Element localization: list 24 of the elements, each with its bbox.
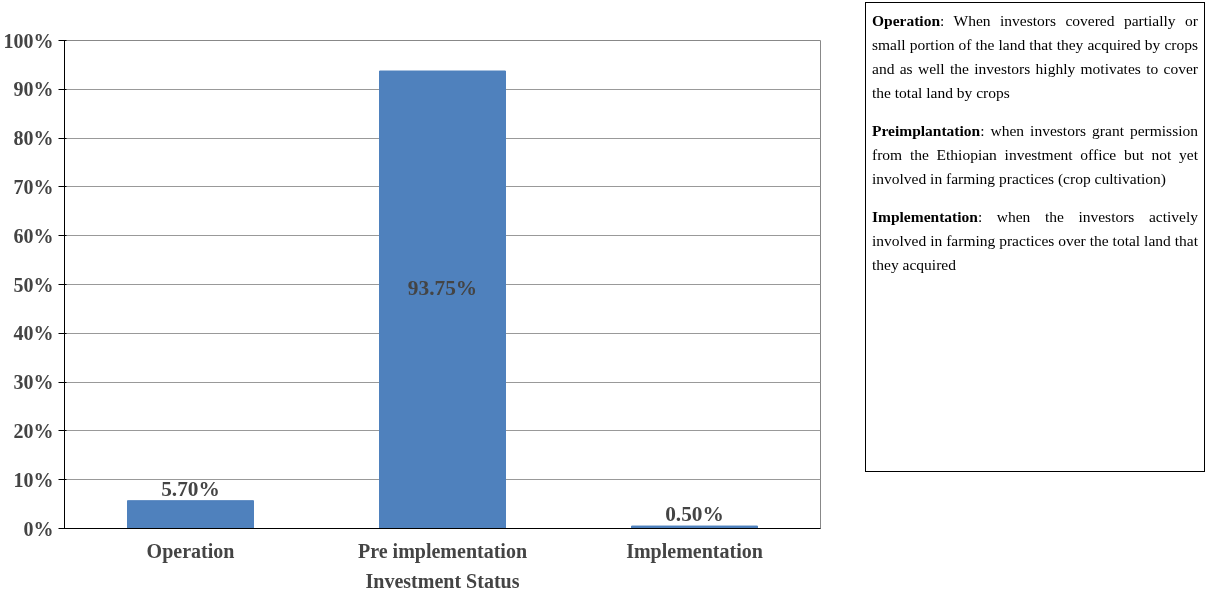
y-tick-label: 20%	[13, 419, 54, 442]
text: Implementation: when the investors actively involved in farming practices over the total land that they acquired	[872, 207, 1198, 276]
y-tick-label: 50%	[13, 273, 54, 296]
data-label: 5.70%	[161, 476, 220, 501]
y-tick-label: 0%	[23, 517, 54, 540]
y-tick-label: 70%	[13, 175, 54, 198]
data-label: 93.75%	[407, 275, 478, 300]
text: Operation: When investors covered partially or small portion of the land that they acquired by crops and as well the investors highly motivates to cover the total land by crops	[872, 11, 1198, 104]
y-tick-label: 80%	[13, 127, 54, 150]
y-tick-label: 30%	[13, 371, 54, 394]
y-tick-label: 60%	[13, 224, 54, 247]
text: Preimplantation: when investors grant permission from the Ethiopian investment office but not yet involved in farming practices (crop cultivation)	[872, 121, 1198, 190]
bar	[127, 500, 254, 529]
y-tick-label: 90%	[13, 78, 54, 101]
y-tick-label: 40%	[13, 322, 54, 345]
y-tick-label: 100%	[3, 29, 54, 52]
data-label: 0.50%	[665, 502, 724, 527]
bar	[379, 70, 506, 529]
x-tick-label: Pre implementation	[357, 539, 528, 563]
x-axis-title: Investment Status	[365, 569, 520, 592]
x-tick-label: Implementation	[626, 539, 763, 563]
bar	[631, 525, 758, 529]
x-tick-label: Operation	[146, 539, 235, 563]
y-tick-label: 10%	[13, 468, 54, 491]
